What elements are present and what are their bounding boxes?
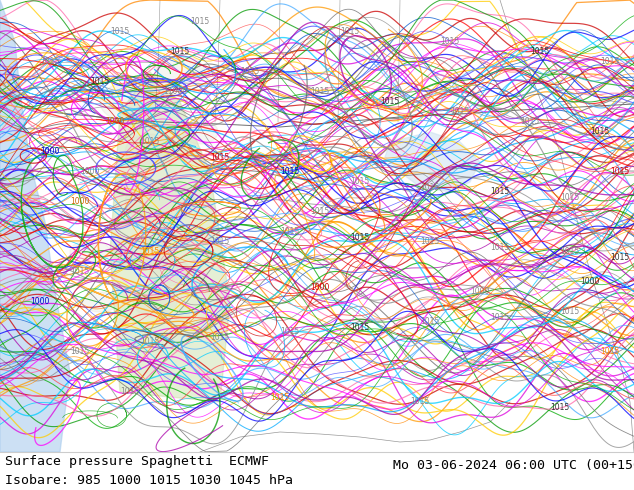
Text: 1015: 1015: [560, 247, 579, 256]
Polygon shape: [155, 56, 205, 88]
Text: 1015: 1015: [280, 327, 300, 337]
Text: 1015: 1015: [70, 268, 89, 276]
Text: 1015: 1015: [560, 308, 579, 317]
Text: 1015: 1015: [560, 193, 579, 201]
Text: 1015: 1015: [380, 98, 399, 106]
Text: 1000: 1000: [81, 168, 100, 176]
Text: 1015: 1015: [490, 313, 510, 321]
Text: 1015: 1015: [280, 227, 300, 237]
Text: 1015: 1015: [410, 397, 430, 407]
Text: 1015: 1015: [210, 152, 230, 162]
Text: 1015: 1015: [611, 168, 630, 176]
Polygon shape: [110, 72, 230, 402]
Text: 1015: 1015: [351, 232, 370, 242]
Text: 1000: 1000: [580, 277, 600, 287]
Text: Mo 03-06-2024 06:00 UTC (00+150): Mo 03-06-2024 06:00 UTC (00+150): [393, 459, 634, 472]
Text: 1015: 1015: [171, 48, 190, 56]
Text: 1015: 1015: [351, 322, 370, 332]
Text: 1015: 1015: [420, 182, 439, 192]
Polygon shape: [133, 287, 177, 317]
Polygon shape: [70, 240, 110, 264]
Text: 1015: 1015: [590, 127, 610, 137]
Polygon shape: [150, 258, 190, 286]
Text: 1015: 1015: [311, 207, 330, 217]
Polygon shape: [82, 292, 118, 312]
Text: 1015: 1015: [41, 57, 60, 67]
Text: 1015: 1015: [120, 388, 139, 396]
Polygon shape: [0, 0, 70, 452]
Text: 1015: 1015: [420, 318, 439, 326]
Text: 1015: 1015: [190, 18, 210, 26]
Text: 11000: 11000: [163, 88, 187, 97]
Text: 1015: 1015: [270, 392, 290, 401]
Text: 1000: 1000: [470, 288, 489, 296]
Text: 1015: 1015: [611, 252, 630, 262]
Text: 1015: 1015: [110, 27, 129, 36]
Text: 1015: 1015: [450, 107, 470, 117]
Text: 1015: 1015: [240, 68, 260, 76]
Text: 1015: 1015: [550, 402, 569, 412]
Text: 1015: 1015: [600, 347, 619, 357]
Text: 1015: 1015: [351, 177, 370, 187]
Text: 1015: 1015: [140, 338, 160, 346]
Polygon shape: [125, 180, 195, 224]
Text: 1015: 1015: [311, 88, 330, 97]
Text: 1015: 1015: [490, 188, 510, 196]
Text: 1015: 1015: [91, 77, 110, 87]
Text: 1015: 1015: [210, 333, 230, 342]
Text: 1000: 1000: [30, 297, 49, 307]
Text: 1015: 1015: [420, 238, 439, 246]
Text: 1000: 1000: [70, 197, 89, 206]
Text: 1015: 1015: [531, 48, 550, 56]
Polygon shape: [182, 120, 218, 144]
Text: Isobare: 985 1000 1015 1030 1045 hPa: Isobare: 985 1000 1015 1030 1045 hPa: [5, 474, 293, 487]
Polygon shape: [385, 132, 480, 192]
Text: Surface pressure Spaghetti  ECMWF: Surface pressure Spaghetti ECMWF: [5, 455, 269, 468]
Text: 1015: 1015: [140, 247, 160, 256]
Text: 1015: 1015: [490, 243, 510, 251]
Text: 1015: 1015: [340, 27, 359, 36]
Text: 1015: 1015: [600, 57, 619, 67]
Text: 1015: 1015: [441, 38, 460, 47]
Polygon shape: [112, 236, 168, 268]
Text: 1015: 1015: [70, 347, 89, 357]
Polygon shape: [100, 82, 160, 122]
Text: 1000: 1000: [310, 283, 330, 292]
Text: 1000: 1000: [41, 147, 60, 156]
Text: 1000: 1000: [105, 118, 125, 126]
Polygon shape: [125, 134, 175, 170]
Text: 1015: 1015: [140, 138, 160, 147]
Text: 1015: 1015: [280, 168, 300, 176]
Text: 1015: 1015: [210, 238, 230, 246]
Text: 1015: 1015: [521, 118, 540, 126]
